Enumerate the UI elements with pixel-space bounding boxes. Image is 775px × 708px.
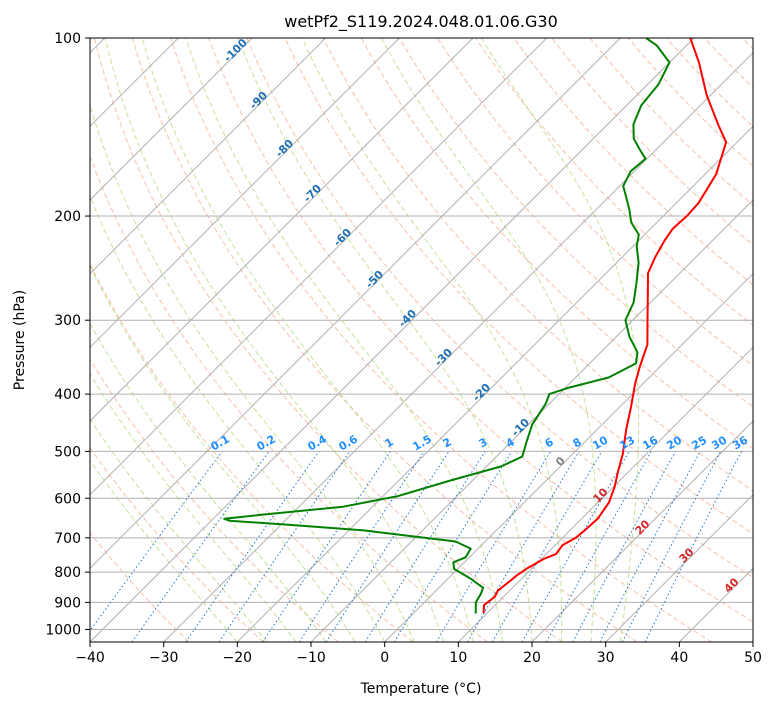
x-tick-label: −20 (223, 650, 253, 666)
x-axis-label: Temperature (°C) (360, 681, 482, 697)
x-tick-label: 20 (523, 650, 541, 666)
x-tick-label: 30 (597, 650, 615, 666)
dry-adiabat (284, 38, 753, 535)
profile-lines (223, 38, 728, 614)
dry-adiabat (170, 38, 712, 642)
mixing-ratio-line (621, 451, 722, 642)
x-tick-label: 0 (380, 650, 389, 666)
mixing-ratio-line (90, 451, 223, 632)
moist-adiabat (480, 38, 640, 642)
isotherm (384, 272, 753, 642)
x-tick-label: −30 (149, 650, 179, 666)
y-tick-label: 600 (54, 491, 81, 507)
moist-adiabat (90, 322, 327, 642)
x-axis: −40 −30 −20 −10 0 10 20 30 40 50 (75, 642, 762, 666)
dry-adiabat (360, 38, 753, 450)
y-tick-label: 300 (54, 313, 81, 329)
isotherm (90, 38, 548, 496)
moist-adiabat (380, 38, 597, 642)
dry-adiabat (93, 38, 563, 642)
y-tick-label: 400 (54, 387, 81, 403)
isotherm (605, 493, 753, 642)
mixing-ratio-line (545, 451, 652, 642)
moist-adiabat (90, 194, 386, 642)
x-tick-label: −10 (296, 650, 326, 666)
isotherm (90, 38, 400, 349)
isotherm (310, 199, 753, 642)
moist-adiabat (90, 372, 297, 642)
moist-adiabat (90, 418, 268, 642)
isotherm (531, 420, 753, 642)
dewpoint-line (223, 38, 671, 614)
mixing-ratio-line (393, 451, 513, 642)
dry-adiabat (90, 446, 264, 642)
mixing-ratio-line (521, 451, 630, 642)
y-tick-label: 800 (54, 565, 81, 581)
background-lines (90, 38, 753, 642)
isotherm (163, 51, 753, 642)
y-tick-label: 700 (54, 531, 81, 547)
dry-adiabat (131, 38, 638, 642)
y-axis-label: Pressure (hPa) (12, 290, 28, 390)
moist-adiabat (237, 38, 533, 642)
dry-adiabat (436, 38, 753, 367)
isotherm (90, 38, 253, 201)
moist-adiabat (90, 459, 238, 642)
isotherm (90, 38, 474, 422)
mixing-ratio-line (262, 451, 391, 642)
dry-adiabat (208, 38, 753, 623)
x-tick-label: −40 (75, 650, 105, 666)
chart-title: wetPf2_S119.2024.048.01.06.G30 (284, 12, 558, 32)
isotherm (457, 346, 753, 642)
y-tick-label: 200 (54, 209, 81, 225)
dry-adiabat (90, 358, 339, 642)
y-tick-label: 900 (54, 595, 81, 611)
mixing-ratio-line (644, 451, 742, 642)
mixing-ratio-line (298, 451, 425, 642)
y-tick-label: 500 (54, 444, 81, 460)
temperature-line (482, 38, 728, 614)
moist-adiabat (141, 38, 474, 642)
dry-adiabat (322, 38, 753, 492)
y-tick-label: 100 (54, 31, 81, 47)
isotherm (90, 38, 327, 275)
mixing-ratio-line (218, 451, 351, 642)
x-tick-label: 40 (670, 650, 688, 666)
moist-adiabat (185, 38, 503, 642)
mixing-ratio-line (325, 451, 450, 642)
plot-frame (89, 37, 754, 643)
y-tick-label: 1000 (45, 622, 81, 638)
dry-adiabat (246, 38, 753, 578)
dry-adiabat (90, 531, 190, 642)
isotherm (90, 38, 695, 642)
x-tick-label: 50 (744, 650, 762, 666)
x-tick-label: 10 (449, 650, 467, 666)
dry-adiabat (90, 155, 488, 642)
mixing-ratio-line (131, 451, 270, 642)
mixing-ratio-line (185, 451, 320, 642)
dry-adiabat (513, 38, 753, 286)
isotherm (236, 125, 753, 642)
moist-adiabat (301, 38, 563, 642)
mixing-ratio-line (572, 451, 676, 642)
y-axis: 100 200 300 400 500 600 700 800 900 1000 (45, 31, 90, 638)
isotherm (90, 38, 621, 570)
moist-adiabat (104, 38, 445, 642)
moist-adiabat (90, 264, 356, 642)
